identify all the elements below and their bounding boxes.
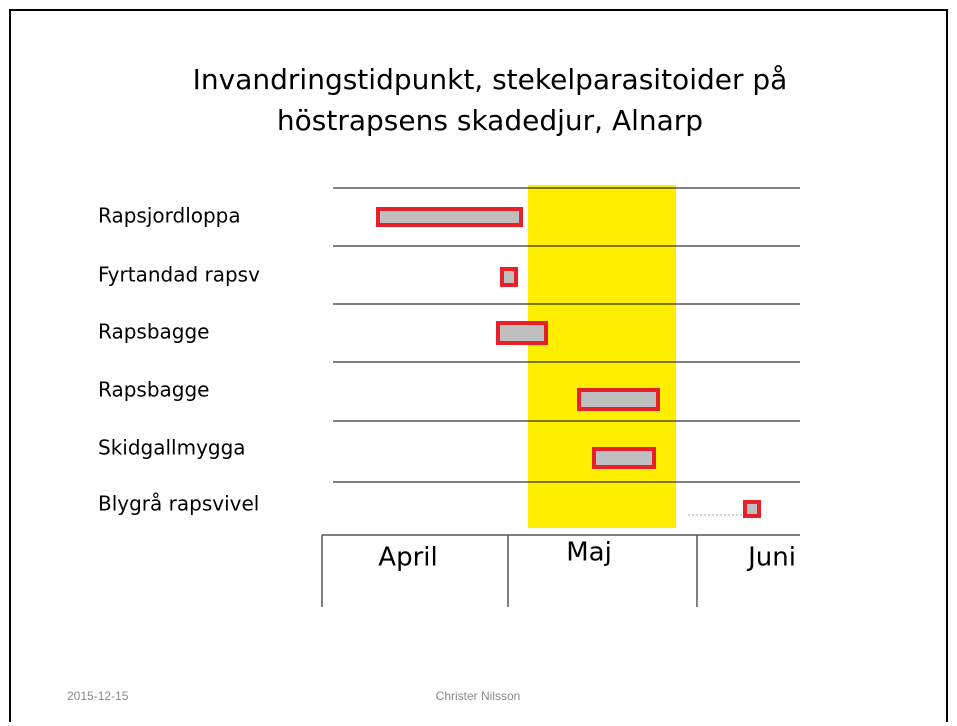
row-label: Rapsbagge xyxy=(98,320,209,344)
period-bar xyxy=(743,500,761,518)
month-label: Juni xyxy=(746,543,796,573)
row-label: Rapsjordloppa xyxy=(98,204,241,228)
row-label: Fyrtandad rapsv xyxy=(98,263,260,287)
slide-frame xyxy=(9,9,948,722)
month-axis xyxy=(321,534,800,607)
period-bar xyxy=(577,388,660,411)
row-label: Skidgallmygga xyxy=(98,436,246,460)
footer-author: Christer Nilsson xyxy=(436,689,521,703)
bars xyxy=(376,207,761,518)
row-label: Rapsbagge xyxy=(98,378,209,402)
period-bar xyxy=(500,267,518,287)
month-label: Maj xyxy=(566,538,612,568)
row-lines xyxy=(333,187,800,483)
title-line: höstrapsens skadedjur, Alnarp xyxy=(277,104,703,137)
period-bar xyxy=(592,447,656,469)
footer-date: 2015-12-15 xyxy=(67,689,129,703)
title-line: Invandringstidpunkt, stekelparasitoider … xyxy=(193,63,788,96)
period-bar xyxy=(496,321,548,345)
month-label: April xyxy=(378,543,437,573)
period-bar xyxy=(376,207,523,227)
row-label: Blygrå rapsvivel xyxy=(98,492,259,516)
may-highlight xyxy=(528,185,676,528)
